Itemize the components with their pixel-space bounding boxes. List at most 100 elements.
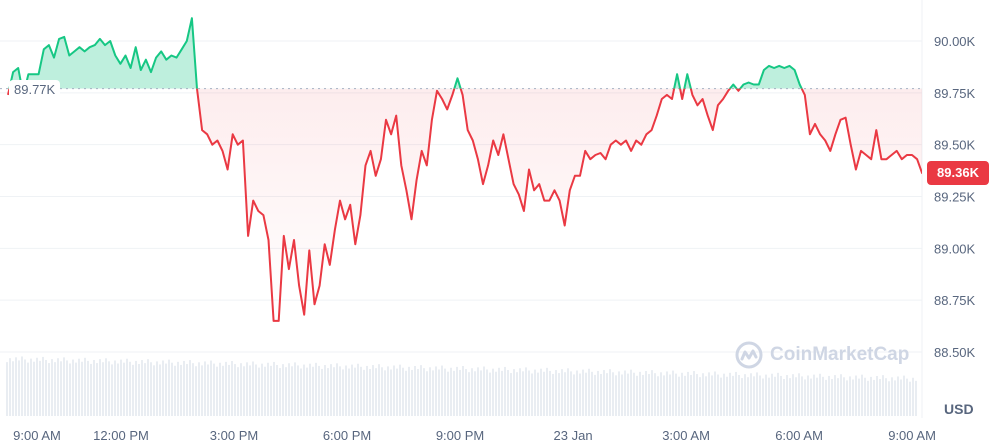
volume-bar	[387, 366, 389, 416]
volume-bar	[519, 368, 521, 416]
volume-bar	[525, 367, 527, 416]
y-tick-label: 89.75K	[934, 86, 976, 101]
volume-bar	[600, 374, 602, 416]
volume-bar	[564, 372, 566, 416]
volume-bar	[231, 361, 233, 416]
volume-bar	[879, 379, 881, 416]
volume-bar	[681, 372, 683, 416]
volume-bar	[294, 362, 296, 416]
volume-bar	[327, 368, 329, 416]
volume-bar	[60, 361, 62, 416]
volume-bar	[441, 365, 443, 416]
volume-bar	[195, 366, 197, 416]
volume-bar	[75, 362, 77, 416]
volume-bar	[51, 359, 53, 416]
x-tick-label: 9:00 PM	[436, 428, 484, 443]
volume-bar	[108, 361, 110, 416]
volume-bar	[906, 378, 908, 416]
volume-bar	[693, 371, 695, 416]
watermark-logo: CoinMarketCap	[734, 340, 909, 370]
volume-bar	[87, 360, 89, 416]
x-axis: 9:00 AM 12:00 PM 3:00 PM 6:00 PM 9:00 PM 23 J…	[13, 428, 936, 443]
volume-bar	[642, 374, 644, 416]
volume-bar	[423, 368, 425, 416]
volume-bar	[426, 371, 428, 416]
volume-bar	[579, 373, 581, 416]
volume-bar	[510, 373, 512, 416]
volume-bar	[645, 370, 647, 416]
volume-bar	[138, 363, 140, 416]
volume-bar	[675, 373, 677, 416]
volume-bar	[171, 362, 173, 416]
volume-bar	[438, 369, 440, 416]
volume-bar	[432, 370, 434, 416]
volume-bar	[390, 369, 392, 416]
volume-bar	[633, 372, 635, 416]
volume-bar	[630, 369, 632, 416]
volume-bar	[852, 379, 854, 416]
volume-bar	[903, 375, 905, 416]
y-tick-label: 89.25K	[934, 189, 976, 204]
volume-bar	[537, 372, 539, 416]
volume-bar	[93, 360, 95, 416]
volume-bar	[765, 374, 767, 416]
volume-bar	[291, 366, 293, 416]
volume-bar	[237, 367, 239, 416]
volume-bar	[684, 375, 686, 416]
volume-bar	[30, 358, 32, 416]
volume-bar	[615, 375, 617, 416]
volume-bar	[480, 370, 482, 416]
volume-bar	[354, 367, 356, 416]
volume-bar	[57, 358, 59, 416]
volume-bar	[516, 372, 518, 416]
volume-bar	[723, 373, 725, 416]
volume-bar	[153, 365, 155, 416]
volume-bar	[900, 379, 902, 416]
volume-bar	[735, 371, 737, 416]
volume-bar	[78, 358, 80, 416]
volume-bar	[339, 366, 341, 416]
x-tick-label: 23 Jan	[554, 428, 593, 443]
volume-bar	[330, 364, 332, 416]
volume-bar	[177, 361, 179, 416]
volume-bar	[576, 370, 578, 416]
volume-bar	[822, 376, 824, 416]
volume-bar	[267, 362, 269, 416]
volume-bar	[624, 370, 626, 416]
area-below-baseline	[8, 88, 922, 321]
volume-bar	[264, 366, 266, 416]
volume-bar	[774, 376, 776, 416]
volume-bar	[528, 370, 530, 416]
coinmarketcap-logo-icon	[735, 341, 763, 369]
volume-bar	[810, 378, 812, 416]
volume-bar	[345, 365, 347, 416]
volume-bar	[726, 376, 728, 416]
volume-bar	[804, 379, 806, 416]
volume-bar	[168, 359, 170, 416]
volume-bar	[894, 380, 896, 416]
volume-bar	[654, 373, 656, 416]
volume-bar	[507, 369, 509, 416]
volume-bar	[6, 362, 8, 416]
volume-bar	[477, 367, 479, 416]
volume-bar	[636, 375, 638, 416]
x-tick-label: 9:00 AM	[13, 428, 61, 443]
volume-bar	[855, 375, 857, 416]
volume-bar	[690, 374, 692, 416]
volume-bar	[408, 366, 410, 416]
volume-bar	[363, 369, 365, 416]
price-areas	[8, 18, 922, 321]
volume-bar	[483, 366, 485, 416]
volume-bar	[588, 368, 590, 416]
volume-bar	[306, 367, 308, 416]
volume-bar	[687, 371, 689, 416]
volume-bar	[534, 369, 536, 416]
volume-bar	[612, 372, 614, 416]
volume-bar	[561, 369, 563, 416]
volume-bar	[342, 369, 344, 416]
volume-bar	[705, 376, 707, 416]
volume-bar	[819, 373, 821, 416]
volume-bar	[324, 365, 326, 416]
volume-bar	[105, 358, 107, 416]
